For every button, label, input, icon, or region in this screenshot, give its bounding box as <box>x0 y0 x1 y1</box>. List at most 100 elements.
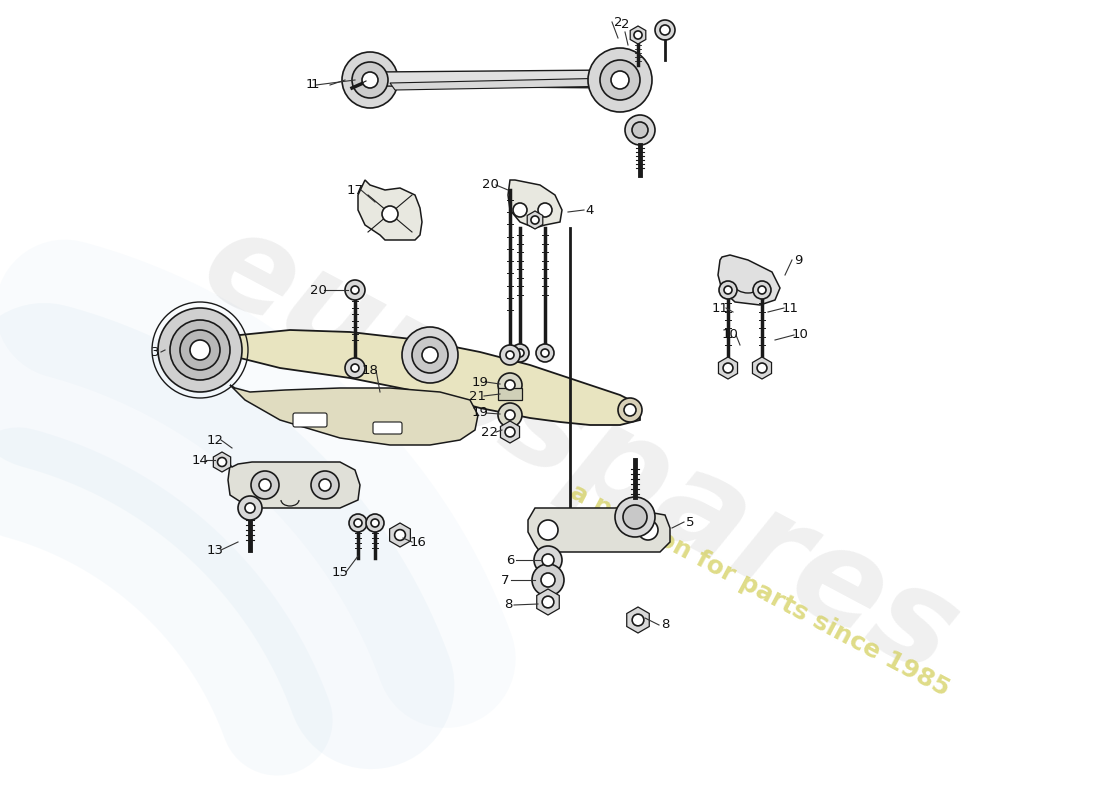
Circle shape <box>180 330 220 370</box>
Circle shape <box>723 363 733 373</box>
Circle shape <box>190 340 210 360</box>
Circle shape <box>536 344 554 362</box>
Text: 8: 8 <box>504 598 513 611</box>
Text: 17: 17 <box>346 183 363 197</box>
Polygon shape <box>389 523 410 547</box>
Polygon shape <box>537 589 559 615</box>
Text: 19: 19 <box>472 375 488 389</box>
Circle shape <box>531 216 539 224</box>
Circle shape <box>258 479 271 491</box>
Text: 6: 6 <box>506 554 514 566</box>
Text: 9: 9 <box>794 254 802 266</box>
Text: a passion for parts since 1985: a passion for parts since 1985 <box>566 479 954 701</box>
Circle shape <box>382 206 398 222</box>
Circle shape <box>541 349 549 357</box>
Polygon shape <box>752 357 771 379</box>
Circle shape <box>395 530 406 541</box>
Circle shape <box>366 514 384 532</box>
Text: 20: 20 <box>309 283 327 297</box>
Text: 4: 4 <box>586 203 594 217</box>
Circle shape <box>758 286 766 294</box>
Polygon shape <box>230 385 478 445</box>
Text: 22: 22 <box>482 426 498 438</box>
Polygon shape <box>630 26 646 44</box>
Circle shape <box>724 286 732 294</box>
Circle shape <box>505 427 515 437</box>
Text: 7: 7 <box>500 574 509 586</box>
Circle shape <box>354 519 362 527</box>
Circle shape <box>634 31 642 39</box>
Circle shape <box>251 471 279 499</box>
Polygon shape <box>375 70 615 88</box>
Polygon shape <box>718 255 780 305</box>
Text: 8: 8 <box>661 618 669 631</box>
Circle shape <box>505 410 515 420</box>
Circle shape <box>542 596 554 608</box>
Circle shape <box>623 505 647 529</box>
Text: 1: 1 <box>310 78 319 91</box>
Polygon shape <box>508 180 562 228</box>
Circle shape <box>588 48 652 112</box>
Circle shape <box>513 203 527 217</box>
Circle shape <box>351 286 359 294</box>
Circle shape <box>498 373 522 397</box>
Circle shape <box>345 280 365 300</box>
Circle shape <box>412 337 448 373</box>
FancyBboxPatch shape <box>373 422 402 434</box>
Text: 19: 19 <box>472 406 488 419</box>
Circle shape <box>498 403 522 427</box>
Circle shape <box>532 564 564 596</box>
Circle shape <box>516 349 524 357</box>
Text: 2: 2 <box>614 15 623 29</box>
Circle shape <box>362 72 378 88</box>
Circle shape <box>754 281 771 299</box>
Circle shape <box>218 458 227 466</box>
Text: 20: 20 <box>482 178 498 191</box>
Text: 11: 11 <box>712 302 728 314</box>
Polygon shape <box>527 211 542 229</box>
Text: 13: 13 <box>207 543 223 557</box>
Circle shape <box>632 614 644 626</box>
Text: 15: 15 <box>331 566 349 578</box>
Text: 5: 5 <box>685 515 694 529</box>
Circle shape <box>660 25 670 35</box>
FancyBboxPatch shape <box>293 413 327 427</box>
Polygon shape <box>358 180 422 240</box>
Circle shape <box>422 347 438 363</box>
Circle shape <box>541 573 556 587</box>
Text: 1: 1 <box>306 78 315 91</box>
Circle shape <box>238 496 262 520</box>
Circle shape <box>311 471 339 499</box>
Polygon shape <box>213 452 231 472</box>
Circle shape <box>500 345 520 365</box>
Text: 16: 16 <box>409 535 427 549</box>
Polygon shape <box>528 508 670 552</box>
Text: eurospares: eurospares <box>182 198 978 702</box>
Text: 12: 12 <box>207 434 223 446</box>
Text: 14: 14 <box>191 454 208 466</box>
Circle shape <box>757 363 767 373</box>
Text: 21: 21 <box>470 390 486 402</box>
Text: 3: 3 <box>151 346 160 358</box>
Circle shape <box>618 398 642 422</box>
Text: 10: 10 <box>722 329 738 342</box>
Polygon shape <box>210 330 640 425</box>
Circle shape <box>319 479 331 491</box>
Circle shape <box>534 546 562 574</box>
Circle shape <box>349 514 367 532</box>
Circle shape <box>624 404 636 416</box>
Circle shape <box>632 122 648 138</box>
Circle shape <box>615 497 654 537</box>
Text: 11: 11 <box>781 302 799 314</box>
Circle shape <box>158 308 242 392</box>
Circle shape <box>625 115 654 145</box>
Circle shape <box>538 203 552 217</box>
Polygon shape <box>718 357 737 379</box>
Circle shape <box>342 52 398 108</box>
Polygon shape <box>228 462 360 508</box>
Circle shape <box>538 520 558 540</box>
Circle shape <box>345 358 365 378</box>
Circle shape <box>600 60 640 100</box>
Circle shape <box>170 320 230 380</box>
Polygon shape <box>627 607 649 633</box>
